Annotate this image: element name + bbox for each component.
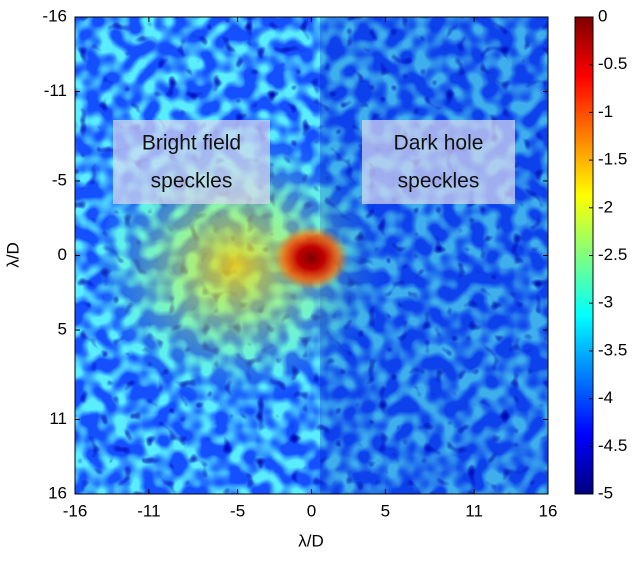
x-axis-label: λ/D bbox=[298, 531, 324, 550]
x-tick-label: 5 bbox=[381, 501, 390, 520]
y-tick-label: -11 bbox=[44, 81, 67, 100]
colorbar-tick-label: 0 bbox=[598, 6, 607, 25]
colorbar-tick-label: -4.5 bbox=[598, 436, 627, 455]
x-tick-label: -16 bbox=[63, 501, 88, 520]
colorbar-tick-label: -5 bbox=[598, 483, 613, 502]
annotation-box bbox=[113, 120, 270, 204]
annotation-text: Dark hole bbox=[394, 132, 484, 155]
colorbar-tick-label: -3.5 bbox=[598, 340, 627, 359]
x-tick-label: 16 bbox=[539, 501, 558, 520]
x-tick-label: -5 bbox=[230, 501, 245, 520]
annotation-box bbox=[362, 120, 515, 204]
x-tick-label: -11 bbox=[137, 501, 160, 520]
y-axis-label: λ/D bbox=[3, 242, 22, 268]
y-tick-label: -5 bbox=[52, 170, 67, 189]
colorbar-tick-label: -1 bbox=[598, 102, 613, 121]
annotation-text: speckles bbox=[151, 170, 233, 193]
y-tick-label: 11 bbox=[49, 409, 67, 428]
heatmap-image bbox=[75, 17, 548, 494]
y-tick-label: 16 bbox=[48, 483, 67, 502]
x-tick-label: 11 bbox=[465, 501, 483, 520]
annotation-text: speckles bbox=[398, 170, 480, 193]
colorbar-tick-label: -2 bbox=[598, 197, 613, 216]
colorbar-tick-label: -1.5 bbox=[598, 150, 627, 169]
colorbar-tick-label: -3 bbox=[598, 293, 613, 312]
y-tick-label: 5 bbox=[58, 320, 67, 339]
y-tick-label: 0 bbox=[58, 245, 67, 264]
colorbar-tick-label: -4 bbox=[598, 388, 613, 407]
y-tick-label: -16 bbox=[42, 6, 67, 25]
x-tick-label: 0 bbox=[307, 501, 316, 520]
colorbar-tick-label: -0.5 bbox=[598, 54, 627, 73]
annotation-text: Bright field bbox=[142, 132, 241, 155]
colorbar-tick-label: -2.5 bbox=[598, 245, 627, 264]
